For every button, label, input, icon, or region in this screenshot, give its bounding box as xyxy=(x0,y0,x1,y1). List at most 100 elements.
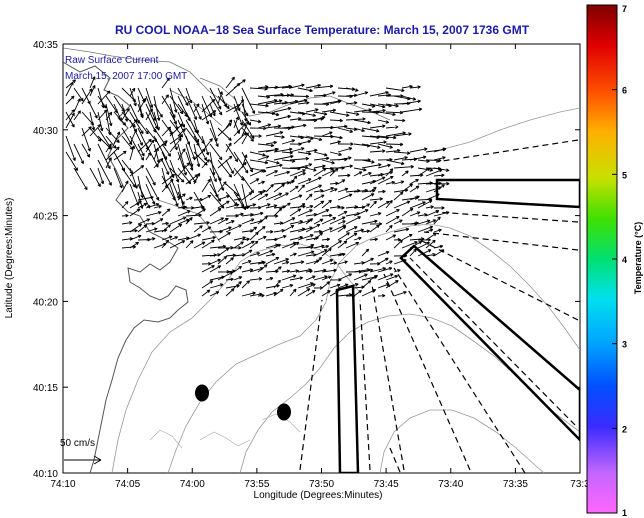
current-vector xyxy=(385,110,404,115)
current-vector xyxy=(209,258,221,265)
current-vector xyxy=(193,172,201,185)
current-vector xyxy=(153,147,159,161)
current-vector xyxy=(353,127,365,133)
current-vector xyxy=(393,269,401,273)
current-vector xyxy=(129,145,136,161)
current-vector xyxy=(313,218,324,225)
current-vector xyxy=(289,252,297,257)
current-vector xyxy=(265,159,280,165)
current-vector xyxy=(193,205,205,209)
inset-label-line1: Raw Surface Current xyxy=(65,55,159,66)
current-vector xyxy=(369,200,377,209)
current-vector xyxy=(65,112,75,129)
current-vector xyxy=(377,257,389,265)
current-vector xyxy=(433,167,450,172)
current-vector xyxy=(105,111,113,121)
current-vector xyxy=(161,221,169,226)
current-vector xyxy=(305,204,314,209)
current-vector xyxy=(273,288,284,297)
current-vector xyxy=(201,178,211,193)
current-vector xyxy=(393,219,403,225)
current-vector xyxy=(353,289,362,297)
current-vector xyxy=(217,200,230,209)
current-vector xyxy=(225,257,234,265)
current-vector xyxy=(281,283,294,289)
station-marker-2 xyxy=(277,403,291,421)
current-vector xyxy=(249,159,269,165)
current-vector xyxy=(313,167,327,177)
current-vector xyxy=(385,274,399,281)
current-vector xyxy=(233,116,239,129)
current-vector xyxy=(265,111,280,117)
current-vector xyxy=(257,189,267,193)
current-vector xyxy=(73,110,81,121)
current-vector xyxy=(217,127,232,141)
current-vector xyxy=(193,225,203,233)
current-vector xyxy=(329,168,339,177)
current-vector xyxy=(433,156,446,161)
current-vector xyxy=(377,189,386,194)
current-vector xyxy=(241,192,253,201)
current-vector xyxy=(209,217,225,225)
current-vector xyxy=(177,162,191,177)
current-vector xyxy=(401,241,418,249)
current-vector xyxy=(209,208,222,217)
current-vector xyxy=(321,108,337,113)
current-vector xyxy=(129,234,142,241)
current-vector xyxy=(113,131,121,145)
current-vector xyxy=(305,218,314,225)
current-vector xyxy=(89,103,98,119)
current-vector xyxy=(353,108,372,113)
current-vector xyxy=(225,76,235,89)
current-vector xyxy=(337,156,352,161)
current-vector xyxy=(97,109,108,121)
current-vector xyxy=(185,213,202,217)
x-tick-label: 73:35 xyxy=(503,479,528,490)
current-vector xyxy=(425,205,434,209)
current-vector xyxy=(145,202,160,209)
current-vector xyxy=(81,127,91,152)
current-vector xyxy=(297,288,311,297)
current-vector xyxy=(241,237,250,242)
colorbar-tick-label: 4 xyxy=(622,255,627,265)
current-vector xyxy=(97,111,104,132)
current-vector xyxy=(105,103,113,127)
surface-current-vectors xyxy=(65,76,450,298)
current-vector xyxy=(217,91,223,105)
colorbar-tick-label: 7 xyxy=(622,4,627,14)
current-vector xyxy=(217,159,233,178)
current-vector xyxy=(337,173,351,178)
current-vector xyxy=(337,187,349,193)
current-vector xyxy=(65,111,75,128)
current-vector xyxy=(393,180,405,185)
y-tick-label: 40:10 xyxy=(33,469,58,480)
current-vector xyxy=(233,265,242,273)
current-vector xyxy=(289,194,303,201)
current-vector xyxy=(233,161,247,177)
current-vector xyxy=(249,169,265,177)
current-vector xyxy=(145,237,156,241)
current-vector xyxy=(105,146,120,161)
current-vector xyxy=(185,87,193,104)
current-vector xyxy=(385,125,399,129)
current-vector xyxy=(145,175,160,201)
current-vector xyxy=(177,148,186,161)
current-vector xyxy=(121,213,129,218)
current-vector xyxy=(337,252,346,257)
current-vector xyxy=(193,103,200,113)
colorbar-tick-label: 6 xyxy=(622,86,627,96)
current-vector xyxy=(345,87,359,92)
current-vector xyxy=(209,87,222,110)
current-vector xyxy=(385,224,393,233)
current-vector xyxy=(265,140,277,145)
current-vector xyxy=(337,142,354,146)
current-vector xyxy=(289,208,302,217)
current-vector xyxy=(81,126,92,137)
current-vector xyxy=(289,147,305,153)
y-tick-label: 40:20 xyxy=(33,297,58,308)
current-vector xyxy=(161,94,169,105)
coastline xyxy=(63,61,189,473)
current-vector xyxy=(233,197,242,202)
current-vector xyxy=(129,167,138,189)
current-vector xyxy=(121,221,133,225)
